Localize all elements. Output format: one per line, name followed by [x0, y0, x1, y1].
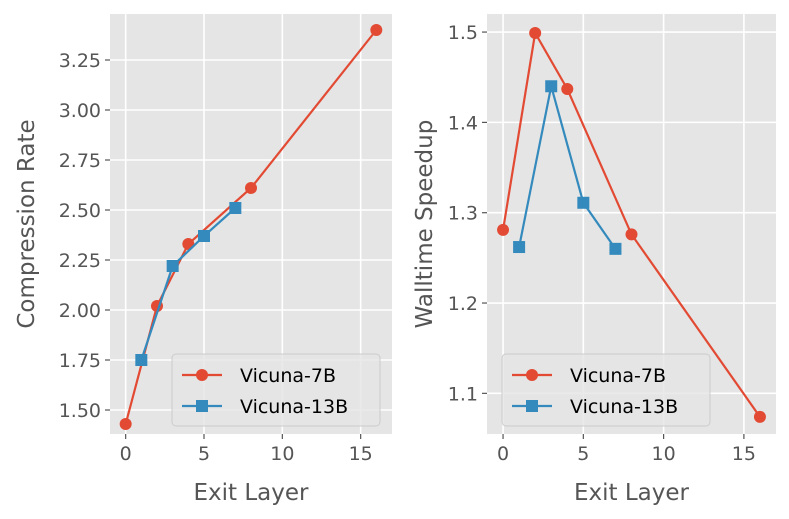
- y-tick-label: 1.1: [448, 383, 478, 405]
- data-point-vicuna-13b: [577, 196, 590, 209]
- y-tick-label: 3.25: [59, 50, 101, 72]
- series-line-vicuna-13b: [518, 85, 617, 250]
- data-point-vicuna-7b: [119, 418, 132, 430]
- walltime-speedup-chart: 0 5 10 15 1.1 1.2 1.3 1.4 1.5 Exit Layer Walltime …: [412, 14, 776, 506]
- data-point-vicuna-7b: [497, 223, 510, 236]
- x-axis-label: Exit Layer: [574, 480, 690, 506]
- legend: Vicuna-7B Vicuna-13B: [501, 353, 711, 427]
- legend-label-vicuna-7b: Vicuna-7B: [570, 365, 666, 387]
- x-tick-label: 5: [198, 443, 210, 465]
- y-tick-label: 2.75: [59, 150, 101, 172]
- y-tick-label: 1.4: [448, 112, 478, 134]
- y-tick-label: 1.75: [59, 350, 101, 372]
- data-point-vicuna-13b: [135, 354, 148, 366]
- data-point-vicuna-7b: [753, 410, 766, 423]
- y-axis-label: Compression Rate: [14, 119, 40, 328]
- legend-marker-vicuna-7b: [526, 369, 538, 381]
- data-point-vicuna-13b: [513, 241, 526, 254]
- x-tick-label: 10: [652, 443, 676, 465]
- compression-rate-chart: 0 5 10 15 1.50 1.75 2.00 2.25 2.50 2.75 3.00 3.25 Ex…: [14, 14, 392, 506]
- y-tick-label: 1.50: [59, 400, 101, 422]
- series-line-vicuna-13b: [140, 207, 237, 361]
- data-point-vicuna-7b: [561, 82, 574, 95]
- x-tick-label: 10: [270, 443, 294, 465]
- data-point-vicuna-7b: [625, 228, 638, 241]
- legend-marker-vicuna-13b: [196, 400, 208, 412]
- data-point-vicuna-13b: [166, 260, 179, 272]
- x-tick-label: 0: [497, 443, 509, 465]
- y-tick-label: 2.25: [59, 250, 101, 272]
- data-point-vicuna-13b: [609, 242, 622, 255]
- legend-marker-vicuna-7b: [196, 369, 208, 381]
- legend: Vicuna-7B Vicuna-13B: [171, 353, 381, 427]
- y-axis-label: Walltime Speedup: [412, 120, 438, 329]
- y-tick-label: 1.5: [448, 22, 478, 44]
- x-tick-label: 5: [577, 443, 589, 465]
- x-tick-label: 0: [120, 443, 132, 465]
- x-tick-label: 15: [349, 443, 373, 465]
- data-point-vicuna-13b: [545, 80, 558, 93]
- data-point-vicuna-13b: [229, 202, 242, 214]
- y-tick-label: 2.50: [59, 200, 101, 222]
- legend-box: [171, 353, 381, 427]
- x-axis-label: Exit Layer: [194, 480, 310, 506]
- legend-label-vicuna-13b: Vicuna-13B: [240, 396, 348, 418]
- legend-box: [501, 353, 711, 427]
- y-tick-label: 2.00: [59, 300, 101, 322]
- y-tick-label: 3.00: [59, 100, 101, 122]
- data-point-vicuna-7b: [370, 24, 383, 36]
- data-point-vicuna-13b: [198, 230, 210, 242]
- legend-label-vicuna-7b: Vicuna-7B: [240, 365, 336, 387]
- y-tick-label: 1.3: [448, 203, 478, 225]
- x-tick-label: 15: [732, 443, 756, 465]
- data-point-vicuna-7b: [245, 182, 257, 194]
- y-tick-label: 1.2: [448, 293, 478, 315]
- data-point-vicuna-7b: [529, 26, 542, 39]
- legend-label-vicuna-13b: Vicuna-13B: [570, 396, 678, 418]
- legend-marker-vicuna-13b: [526, 400, 538, 412]
